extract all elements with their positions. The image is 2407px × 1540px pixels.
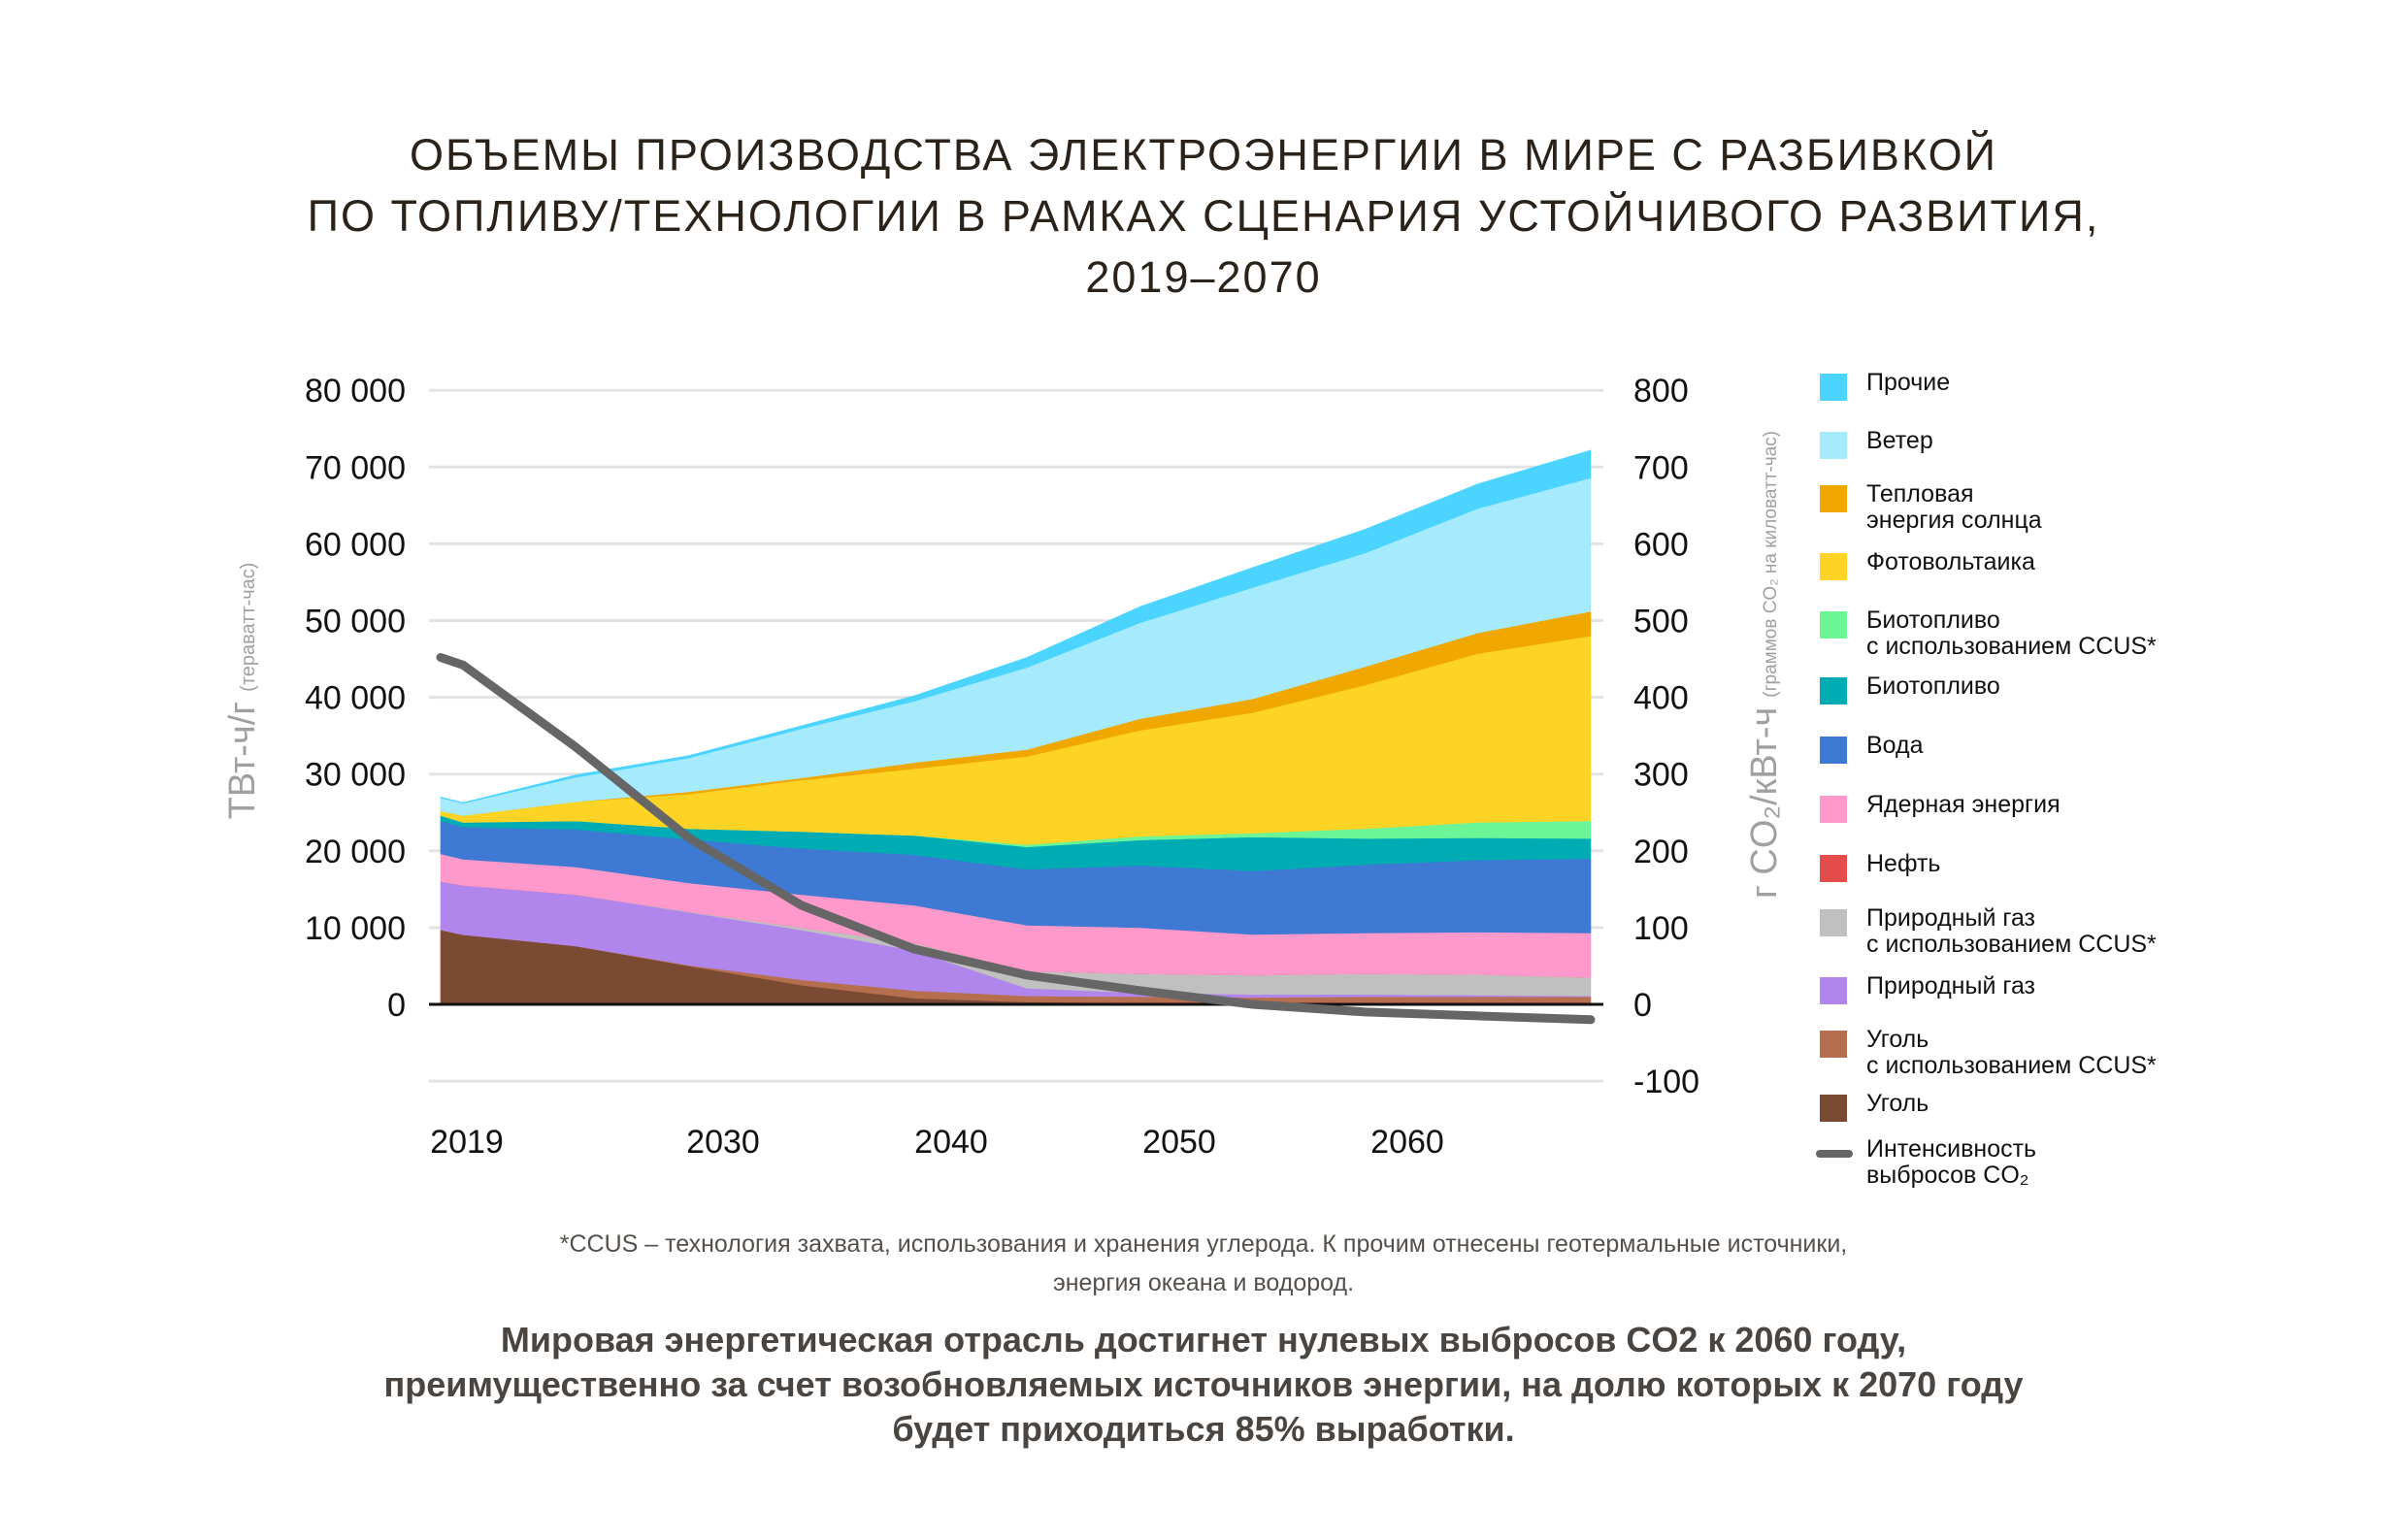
y-tick-label: 60 000 xyxy=(305,526,406,563)
right-y-axis-title-sub: (граммов CO₂ на киловатт-час) xyxy=(1761,431,1781,698)
legend-swatch-icon xyxy=(1820,1095,1847,1122)
legend-label: Ветер xyxy=(1866,428,1933,454)
legend-swatch-icon xyxy=(1820,374,1847,401)
legend-label-line: Природный газ xyxy=(1866,904,2036,932)
legend-label-line: Уголь xyxy=(1866,1090,1929,1117)
summary-line-2: преимущественно за счет возобновляемых и… xyxy=(383,1364,2024,1404)
legend-label-line: Нефть xyxy=(1866,850,1941,877)
svg-text:г CO₂/кВт-ч (граммов CO₂: г CO₂/кВт-ч (граммов CO₂ на киловатт-час… xyxy=(1744,431,1785,899)
summary-line-3: будет приходиться 85% выработки. xyxy=(892,1409,1515,1449)
y2-tick-label: 800 xyxy=(1633,373,1689,410)
y-tick-label: 10 000 xyxy=(305,910,406,947)
legend-label: Биотопливо xyxy=(1866,673,2000,700)
legend-swatch-icon xyxy=(1820,977,1847,1004)
x-tick-label: 2060 xyxy=(1370,1124,1444,1161)
legend-label: Природный газ xyxy=(1866,973,2035,999)
legend-label-line: Биотопливо xyxy=(1866,606,2000,634)
x-tick-label: 2030 xyxy=(686,1124,760,1161)
legend-label-line: с использованием CCUS* xyxy=(1866,1052,2157,1079)
y2-tick-label: 100 xyxy=(1633,910,1689,947)
chart-title-line-1: ОБЪЕМЫ ПРОИЗВОДСТВА ЭЛЕКТРОЭНЕРГИИ В МИР… xyxy=(410,130,1997,180)
area-series xyxy=(440,449,1592,1005)
legend-label-line: Прочие xyxy=(1866,369,1951,396)
left-y-axis-title: ТВт-ч/г (тераватт-час) xyxy=(222,563,263,820)
legend-label-line: Тепловая xyxy=(1866,480,1974,508)
legend-label: Нефть xyxy=(1866,851,1940,877)
y2-tick-label: 500 xyxy=(1633,604,1689,640)
right-y-tick-labels: -100 0 100 200 300 400 500 600 700 800 xyxy=(1633,373,1699,1100)
footnote-line-2: энергия океана и водород. xyxy=(1052,1269,1355,1296)
y2-tick-label: 700 xyxy=(1633,449,1689,486)
legend-swatch-icon xyxy=(1820,485,1847,512)
chart-title-line-2: ПО ТОПЛИВУ/ТЕХНОЛОГИИ В РАМКАХ СЦЕНАРИЯ … xyxy=(307,191,2100,241)
y-tick-label: 70 000 xyxy=(305,449,406,486)
footnote: *CCUS – технология захвата, использовани… xyxy=(0,1225,2407,1302)
y2-tick-label: -100 xyxy=(1633,1064,1699,1100)
legend-label: Фотовольтаика xyxy=(1866,549,2035,575)
left-y-axis-title-main: ТВт-ч/г xyxy=(222,702,263,820)
left-y-tick-labels: 0 10 000 20 000 30 000 40 000 50 000 60 000 70 … xyxy=(305,373,406,1024)
legend-label-line: Вода xyxy=(1866,732,1924,759)
right-y-axis-title: г CO₂/кВт-ч (граммов CO₂ на киловатт-час… xyxy=(1744,431,1785,899)
legend-label: Уголь с использованием CCUS* xyxy=(1866,1027,2157,1079)
legend-swatch-icon xyxy=(1820,796,1847,823)
legend-label: Природный газ с использованием CCUS* xyxy=(1866,905,2157,958)
legend-label-line: Интенсивность xyxy=(1866,1135,2037,1163)
y2-tick-label: 400 xyxy=(1633,680,1689,717)
x-tick-label: 2019 xyxy=(430,1124,504,1161)
legend-label: Уголь xyxy=(1866,1091,1929,1117)
left-y-axis-title-sub: (тераватт-час) xyxy=(238,563,259,692)
y-tick-label: 80 000 xyxy=(305,373,406,410)
y2-tick-label: 0 xyxy=(1633,987,1652,1024)
legend-label: Ядерная энергия xyxy=(1866,792,2061,818)
legend-swatch-icon xyxy=(1820,611,1847,639)
y-tick-label: 30 000 xyxy=(305,757,406,794)
legend-label-line: Ветер xyxy=(1866,427,1933,454)
y2-tick-label: 600 xyxy=(1633,526,1689,563)
legend-label-line: Уголь xyxy=(1866,1026,1929,1053)
legend-label-line: с использованием CCUS* xyxy=(1866,633,2157,660)
legend-label: Вода xyxy=(1866,733,1924,759)
y-tick-label: 0 xyxy=(387,987,406,1024)
legend-label-line: Фотовольтаика xyxy=(1866,548,2035,575)
legend-swatch-icon xyxy=(1820,553,1847,580)
legend-swatch-icon xyxy=(1820,909,1847,936)
legend-swatch-icon xyxy=(1820,432,1847,459)
chart-title-line-3: 2019–2070 xyxy=(1085,252,1322,302)
y-tick-label: 50 000 xyxy=(305,604,406,640)
legend-label-line: с использованием CCUS* xyxy=(1866,931,2157,958)
co2-intensity-line xyxy=(436,653,1596,1025)
legend-swatch-icon xyxy=(1820,677,1847,704)
x-tick-label: 2050 xyxy=(1142,1124,1216,1161)
legend-label-line: Биотопливо xyxy=(1866,672,2000,700)
legend-label-line: Природный газ xyxy=(1866,972,2036,999)
legend-label: Прочие xyxy=(1866,370,1950,396)
legend-label-line: энергия солнца xyxy=(1866,507,2042,534)
legend-label: Биотопливо с использованием CCUS* xyxy=(1866,607,2157,660)
summary-line-1: Мировая энергетическая отрасль достигнет… xyxy=(500,1320,1907,1360)
y-tick-label: 20 000 xyxy=(305,834,406,870)
chart-title: ОБЪЕМЫ ПРОИЗВОДСТВА ЭЛЕКТРОЭНЕРГИИ В МИР… xyxy=(0,124,2407,308)
right-y-axis-title-main: г CO₂/кВт-ч xyxy=(1744,707,1785,899)
legend-swatch-icon xyxy=(1820,737,1847,764)
legend-line-icon xyxy=(1816,1150,1853,1158)
legend-label: Интенсивность выбросов CO₂ xyxy=(1866,1136,2036,1189)
summary-text: Мировая энергетическая отрасль достигнет… xyxy=(0,1318,2407,1452)
y2-tick-label: 300 xyxy=(1633,757,1689,794)
legend-swatch-icon xyxy=(1820,855,1847,882)
y2-tick-label: 200 xyxy=(1633,834,1689,870)
legend-label-line: Ядерная энергия xyxy=(1866,791,2061,818)
y-tick-label: 40 000 xyxy=(305,680,406,717)
co2-intensity-line-group xyxy=(436,653,1596,1025)
legend-label-line: выбросов CO₂ xyxy=(1866,1162,2029,1189)
svg-text:ТВт-ч/г (тераватт-час): ТВт-ч/г (тераватт-час) xyxy=(222,563,263,820)
footnote-line-1: *CCUS – технология захвата, использовани… xyxy=(559,1230,1848,1258)
x-tick-labels: 2019 2030 2040 2050 2060 xyxy=(430,1124,1444,1161)
x-tick-label: 2040 xyxy=(914,1124,988,1161)
legend-label: Тепловая энергия солнца xyxy=(1866,481,2042,534)
area-прочие xyxy=(440,449,1592,804)
legend-swatch-icon xyxy=(1820,1031,1847,1058)
